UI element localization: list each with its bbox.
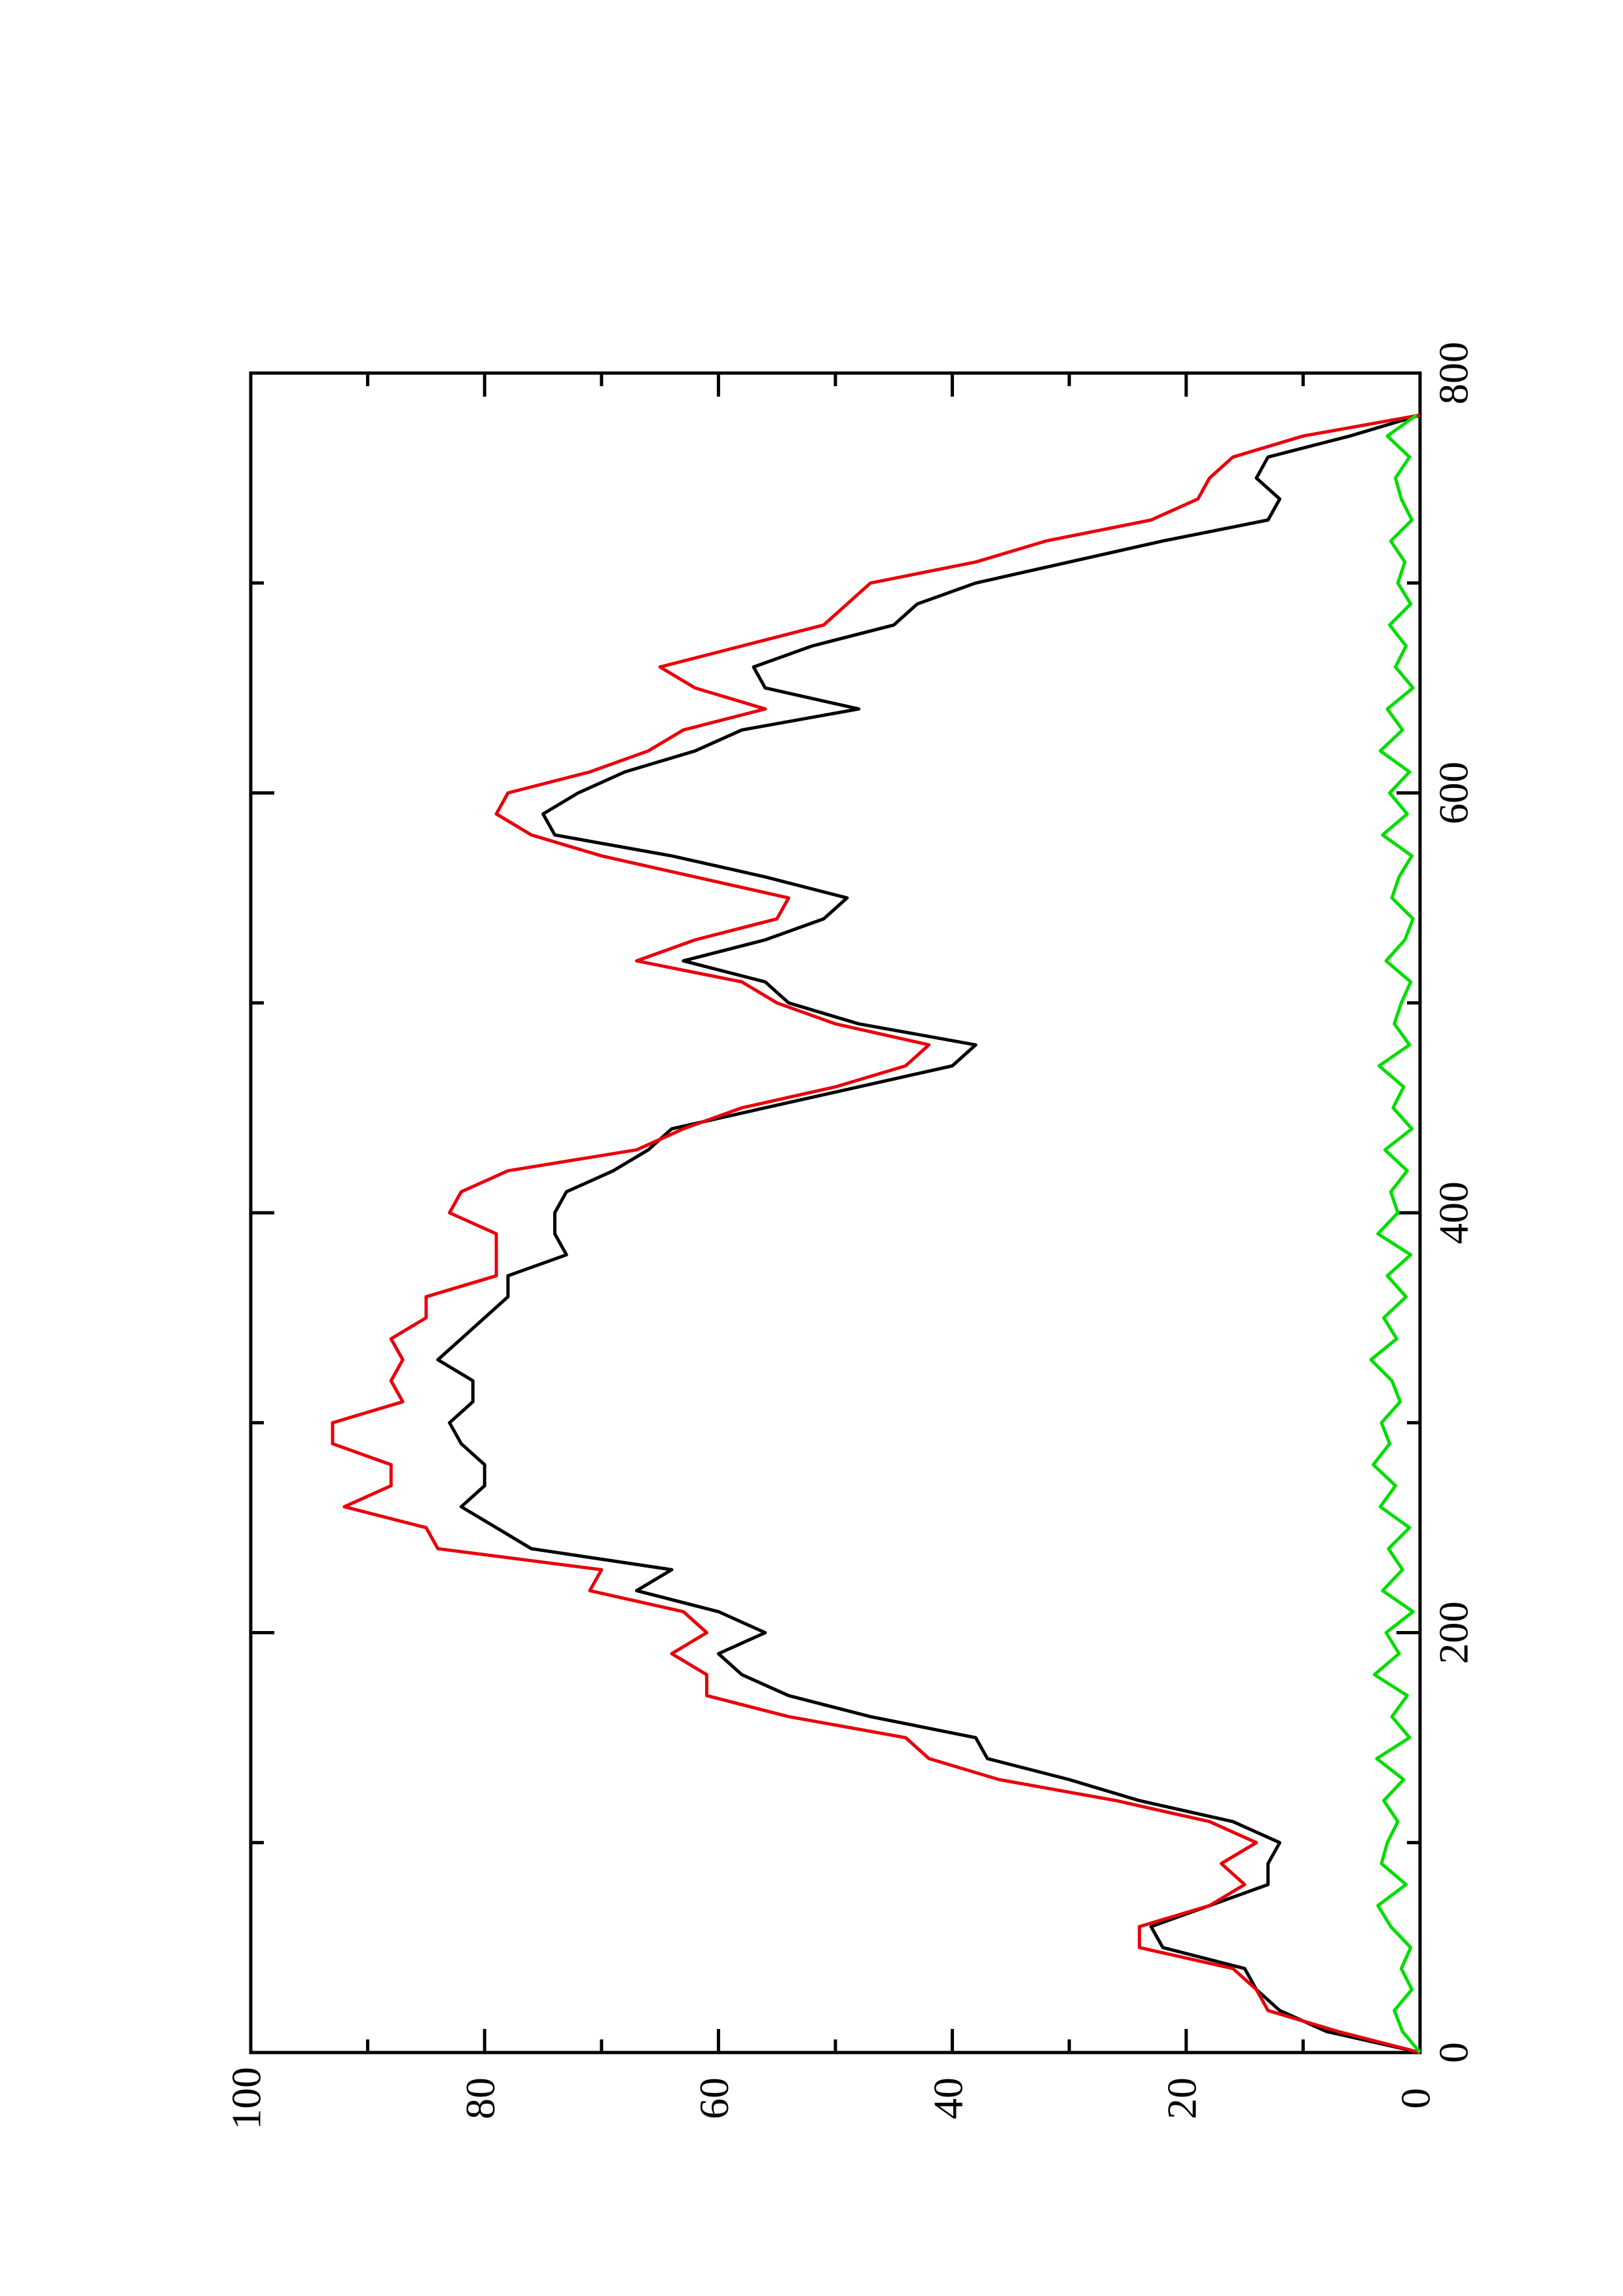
x-tick-label: 0 (1431, 2042, 1477, 2063)
axis-ticks (249, 371, 1422, 2054)
x-tick-label: 600 (1431, 762, 1477, 825)
y-tick-label: 0 (1393, 2088, 1439, 2109)
x-tick-label: 400 (1431, 1181, 1477, 1244)
plot-frame (249, 371, 1422, 2054)
y-tick-label: 60 (691, 2077, 737, 2119)
tick-labels: 0 200 400 600 800 0 20 40 60 80 100 (223, 342, 1477, 2130)
y-tick-label: 40 (924, 2077, 971, 2119)
series-lines (331, 413, 1421, 2054)
y-tick-label: 20 (1158, 2077, 1205, 2119)
y-tick-label: 100 (223, 2067, 270, 2130)
series-line-2 (331, 413, 1421, 2054)
series-line-3 (1369, 414, 1421, 2054)
x-tick-label: 200 (1431, 1602, 1477, 1664)
series-line-1 (436, 413, 1421, 2054)
y-tick-label: 80 (457, 2077, 503, 2119)
x-tick-label: 800 (1431, 342, 1477, 404)
